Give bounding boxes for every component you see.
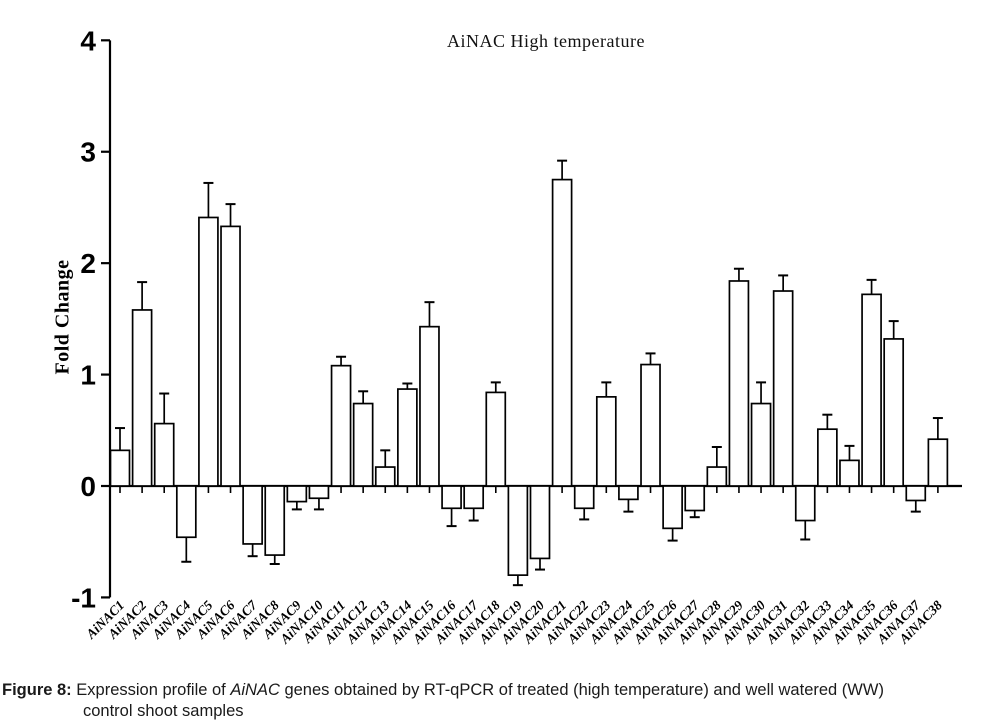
bar <box>595 396 617 487</box>
bar <box>109 449 131 487</box>
bar <box>529 485 551 560</box>
caption-segment: Expression profile of <box>71 681 231 699</box>
bar <box>463 485 485 510</box>
chart-title: AiNAC High temperature <box>447 31 645 51</box>
bar <box>684 485 706 512</box>
bar <box>441 485 462 510</box>
y-tick-label: -1 <box>71 582 96 613</box>
bar <box>794 485 816 522</box>
y-tick-label: 2 <box>80 248 96 279</box>
expression-bar-chart: 43210-1AiNAC1AiNAC2AiNAC3AiNAC4AiNAC5AiN… <box>71 25 962 647</box>
y-tick-label: 4 <box>80 25 96 56</box>
caption-segment: Figure 8: <box>2 681 72 699</box>
y-tick-label: 0 <box>80 471 96 502</box>
bar <box>883 338 905 487</box>
bar <box>640 363 661 487</box>
caption-line-1: Figure 8: Expression profile of AiNAC ge… <box>2 680 1001 701</box>
bar <box>817 428 838 487</box>
chart-area: 4 3 2 1 0 -1 AiNAC1 AiNAC2 AiNAC3 AiNAC4 AiNAC5 AiN… <box>51 25 962 647</box>
bar <box>330 364 352 487</box>
bar <box>706 466 728 487</box>
bar <box>772 290 794 487</box>
bar <box>662 485 683 530</box>
bar <box>242 485 263 545</box>
bar <box>728 280 750 487</box>
bar <box>861 293 882 487</box>
bar <box>905 485 927 502</box>
y-axis-title: Fold Change <box>51 259 74 375</box>
bar <box>264 485 286 556</box>
bar <box>131 309 153 487</box>
bar <box>507 485 529 576</box>
bar <box>618 485 639 501</box>
bar <box>374 466 396 487</box>
y-tick-label: 1 <box>80 360 96 391</box>
bar <box>153 422 175 487</box>
caption-segment: AiNAC <box>230 681 280 699</box>
bar <box>750 402 772 487</box>
bar <box>839 459 860 487</box>
bar <box>198 216 219 487</box>
bar <box>551 178 573 487</box>
bar <box>220 225 241 487</box>
caption-segment: genes obtained by RT-qPCR of treated (hi… <box>279 681 884 699</box>
bar <box>352 402 374 487</box>
bar <box>419 325 440 487</box>
bar <box>397 388 418 487</box>
caption-line-2: control shoot samples <box>83 702 244 720</box>
figure-caption: Figure 8: Expression profile of AiNAC ge… <box>2 680 1001 722</box>
y-tick-label: 3 <box>80 137 96 168</box>
bar <box>286 485 308 503</box>
bar <box>485 391 507 487</box>
bar <box>927 438 949 487</box>
bar <box>308 485 330 500</box>
bar <box>175 485 197 539</box>
bar <box>573 485 595 510</box>
